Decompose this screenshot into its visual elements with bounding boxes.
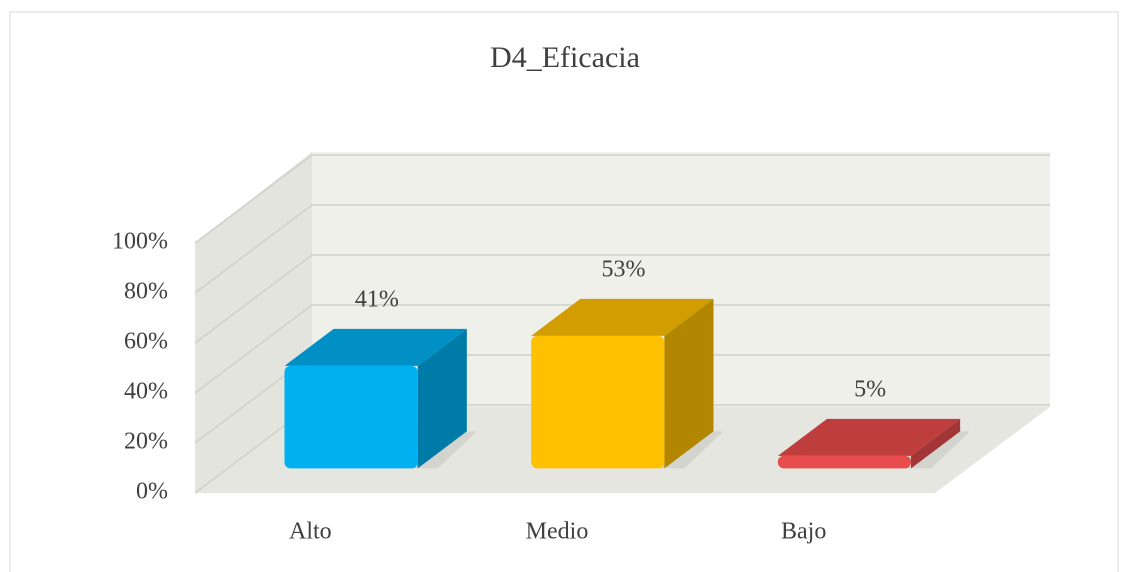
- data-label: 53%: [602, 256, 646, 282]
- bar-top: [531, 298, 714, 336]
- data-label: 41%: [355, 286, 399, 312]
- y-tick-label: 80%: [124, 279, 168, 305]
- side-wall: [195, 152, 312, 493]
- y-tick-label: 0%: [136, 479, 168, 505]
- bar-side: [664, 298, 714, 469]
- y-tick-label: 60%: [124, 329, 168, 355]
- bar-side: [911, 418, 961, 469]
- grid-line: [194, 154, 1050, 244]
- grid-line: [194, 304, 1050, 394]
- chart-title: D4_Eficacia: [490, 41, 640, 74]
- y-tick-label: 100%: [112, 229, 168, 255]
- bar-top: [284, 328, 467, 366]
- bar: [777, 455, 912, 469]
- grid-line: [194, 254, 1050, 344]
- x-tick-label: Alto: [289, 519, 332, 545]
- x-tick-label: Bajo: [781, 519, 826, 545]
- back-wall: [312, 152, 1050, 407]
- grid-line: [194, 204, 1050, 294]
- y-tick-label: 40%: [124, 379, 168, 405]
- x-tick-label: Medio: [526, 519, 589, 545]
- y-tick-label: 20%: [124, 429, 168, 455]
- bar-top: [777, 418, 961, 456]
- bar: [531, 335, 665, 469]
- bar-side: [417, 328, 467, 469]
- data-label: 5%: [854, 376, 886, 402]
- bar: [284, 365, 418, 469]
